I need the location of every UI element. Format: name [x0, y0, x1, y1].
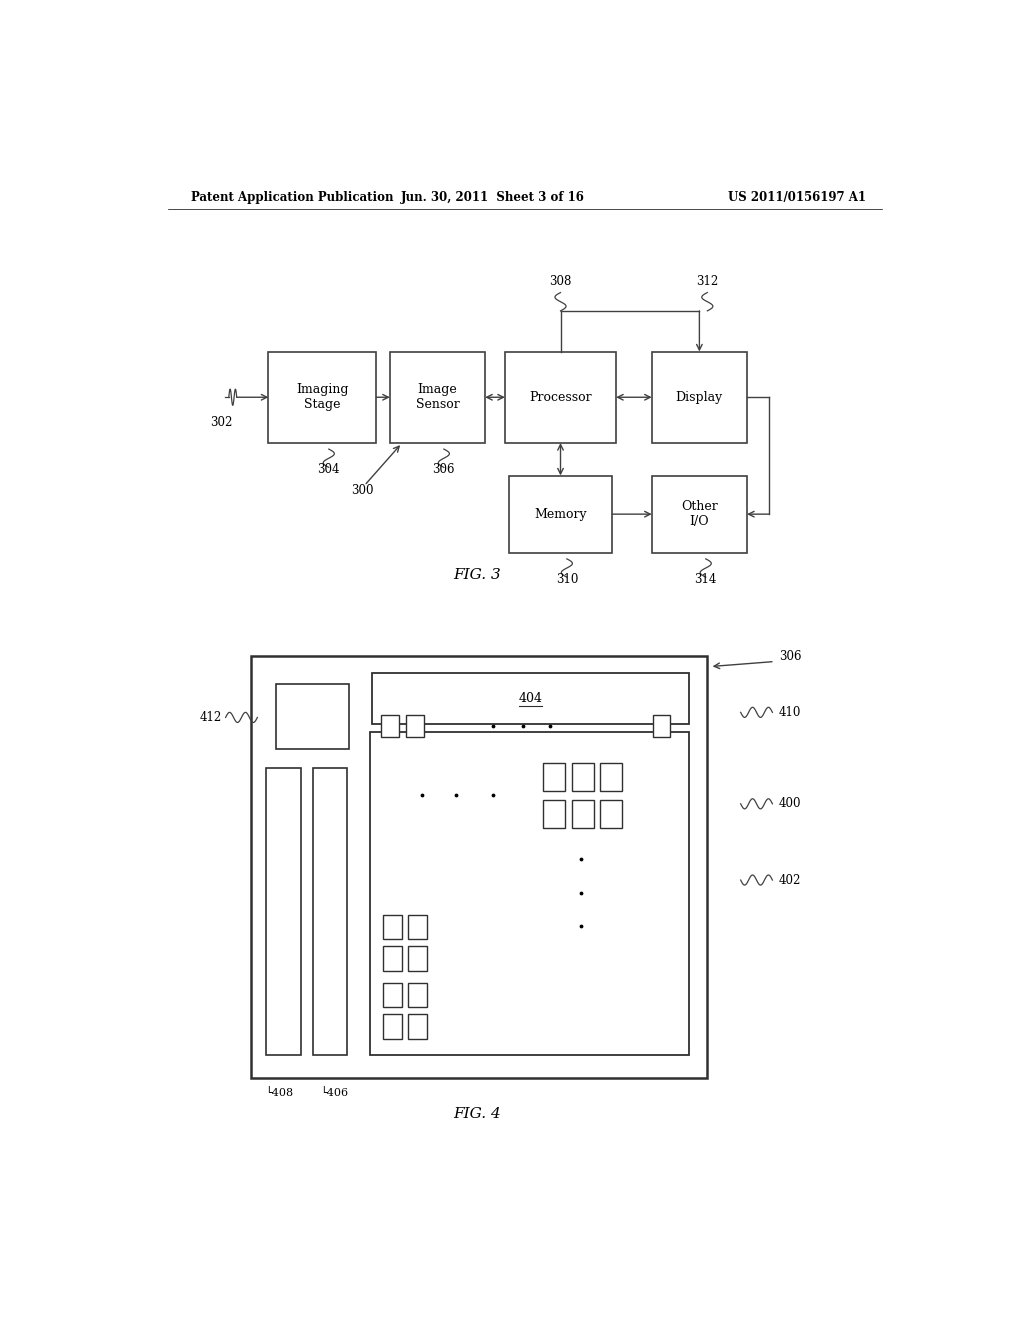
Bar [505, 351, 616, 444]
Bar [543, 763, 565, 792]
Text: 400: 400 [778, 797, 801, 810]
Bar [265, 768, 301, 1055]
Bar [651, 351, 746, 444]
Text: Imaging
Stage: Imaging Stage [296, 383, 349, 412]
Bar [543, 800, 565, 828]
Bar [408, 915, 427, 939]
Bar [268, 351, 377, 444]
Text: Other
I/O: Other I/O [681, 500, 718, 528]
Bar [408, 1014, 427, 1039]
Bar [383, 915, 402, 939]
Bar [312, 768, 347, 1055]
Text: 306: 306 [778, 649, 801, 663]
Bar [651, 475, 746, 553]
Text: 306: 306 [432, 463, 455, 477]
Bar [408, 983, 427, 1007]
Bar [652, 714, 670, 737]
Bar [381, 714, 398, 737]
Text: 310: 310 [556, 573, 579, 586]
Text: 412: 412 [200, 711, 221, 723]
Bar [509, 475, 612, 553]
Text: 410: 410 [778, 706, 801, 719]
Bar [600, 763, 623, 792]
Text: 308: 308 [549, 276, 571, 289]
Bar [571, 800, 594, 828]
Bar [600, 800, 623, 828]
Text: 302: 302 [210, 416, 232, 429]
Text: └406: └406 [319, 1089, 348, 1098]
Text: Display: Display [676, 391, 723, 404]
Text: FIG. 3: FIG. 3 [454, 568, 501, 582]
Text: 404: 404 [518, 692, 543, 705]
Text: 314: 314 [694, 573, 717, 586]
Bar [407, 714, 424, 737]
Text: └408: └408 [265, 1089, 294, 1098]
Bar [276, 684, 349, 750]
Bar [390, 351, 485, 444]
Bar [383, 946, 402, 970]
Bar [251, 656, 708, 1078]
Bar [383, 1014, 402, 1039]
Text: 304: 304 [317, 463, 340, 477]
Text: 312: 312 [696, 276, 719, 289]
Text: Memory: Memory [535, 508, 587, 520]
Text: Jun. 30, 2011  Sheet 3 of 16: Jun. 30, 2011 Sheet 3 of 16 [401, 190, 585, 203]
Text: 402: 402 [778, 874, 801, 887]
Bar [370, 733, 689, 1055]
Text: Image
Sensor: Image Sensor [416, 383, 460, 412]
Text: 300: 300 [351, 484, 374, 496]
Bar [408, 946, 427, 970]
Text: Processor: Processor [529, 391, 592, 404]
Bar [383, 983, 402, 1007]
Bar [571, 763, 594, 792]
Bar [372, 673, 689, 723]
Text: FIG. 4: FIG. 4 [454, 1106, 501, 1121]
Text: US 2011/0156197 A1: US 2011/0156197 A1 [728, 190, 866, 203]
Text: Patent Application Publication: Patent Application Publication [191, 190, 394, 203]
